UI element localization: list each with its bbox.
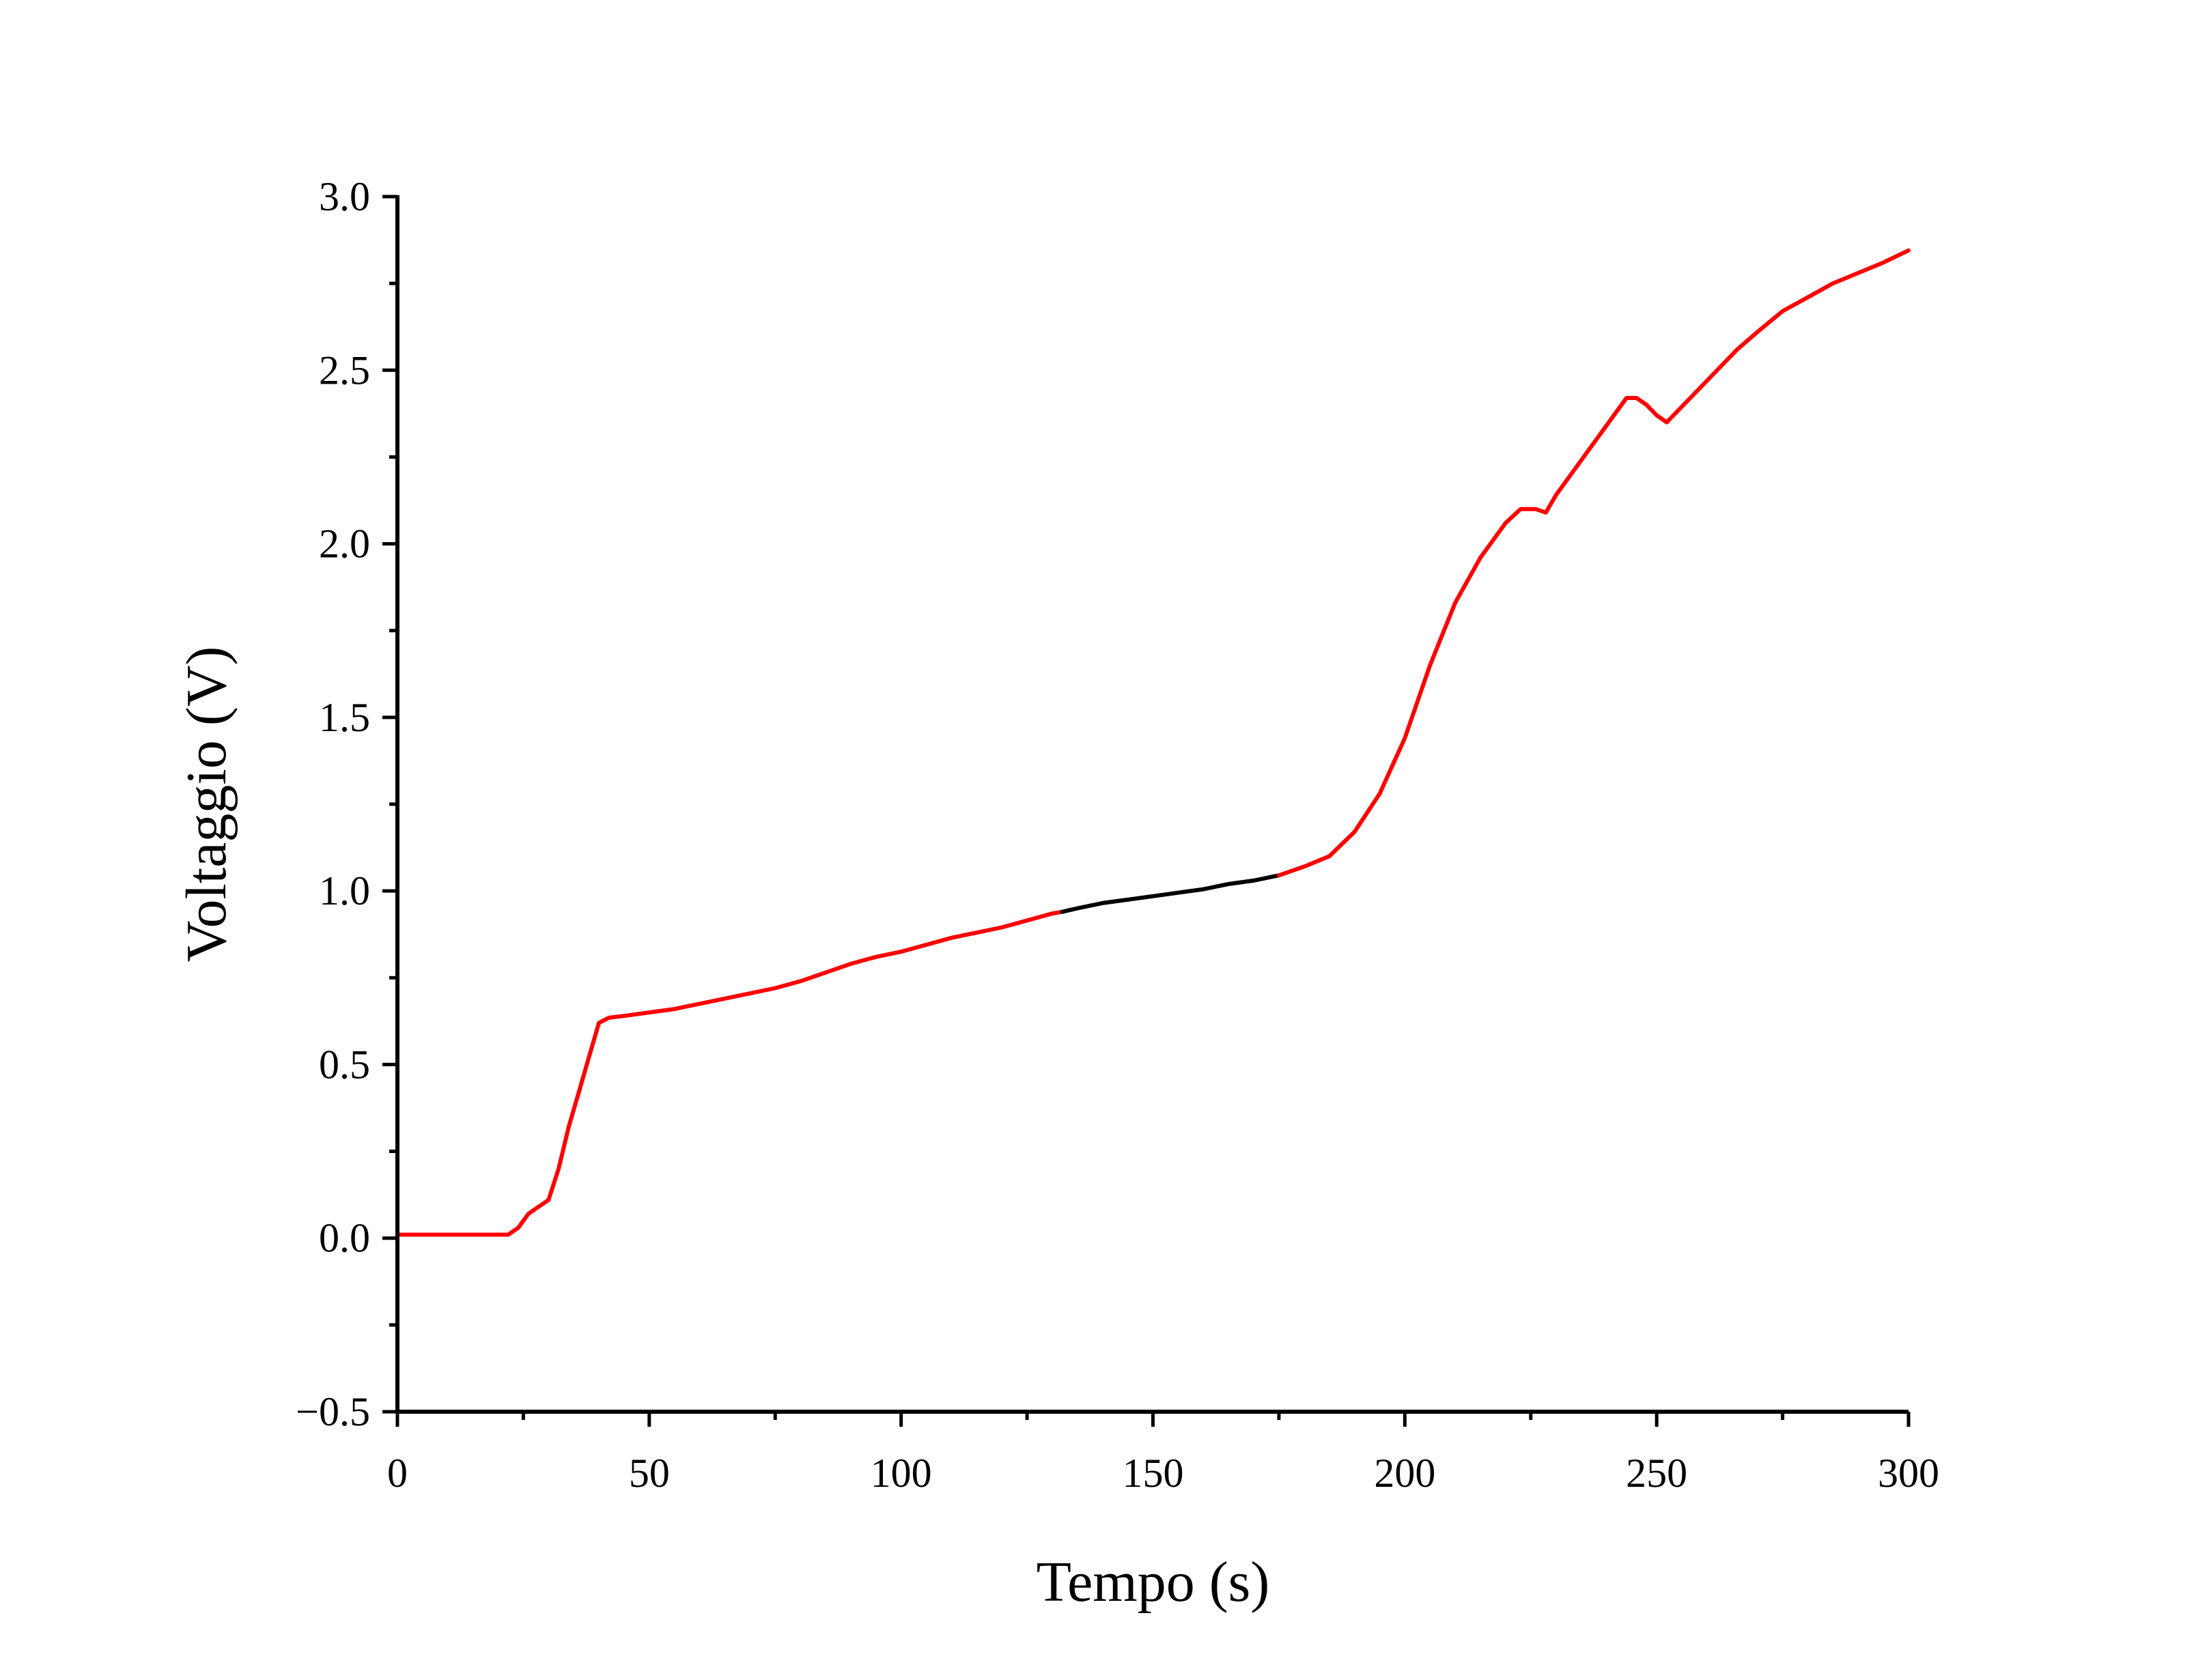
x-axis-title: Tempo (s) xyxy=(1037,1550,1270,1614)
y-tick-label: −0.5 xyxy=(296,1389,370,1434)
y-tick-label: 1.5 xyxy=(319,695,370,740)
y-axis-title: Voltaggio (V) xyxy=(175,646,238,963)
y-tick-label: 0.5 xyxy=(319,1042,370,1087)
y-tick-label: 2.5 xyxy=(319,347,370,393)
axes-layer xyxy=(395,195,1909,1414)
series-layer xyxy=(395,248,1911,1237)
x-tick-label: 0 xyxy=(387,1451,408,1496)
series-line-3 xyxy=(1276,248,1911,878)
x-tick-label: 150 xyxy=(1123,1451,1184,1496)
x-tick-label: 250 xyxy=(1626,1451,1687,1496)
x-tick-label: 300 xyxy=(1878,1451,1939,1496)
y-tick-label: 0.0 xyxy=(319,1216,370,1261)
series-line-2 xyxy=(1060,873,1281,914)
series-line-1 xyxy=(395,909,1065,1237)
ticks-layer: 0 50 100 150 200 250 300 −0.5 0.0 0.5 1.0 1.5 2.0 2.5… xyxy=(296,174,1939,1496)
y-tick-label: 2.0 xyxy=(319,522,370,567)
y-tick-label: 1.0 xyxy=(319,868,370,913)
y-tick-label: 3.0 xyxy=(319,174,370,219)
x-tick-label: 50 xyxy=(629,1451,670,1496)
x-tick-label: 100 xyxy=(871,1451,932,1496)
x-tick-label: 200 xyxy=(1374,1451,1435,1496)
